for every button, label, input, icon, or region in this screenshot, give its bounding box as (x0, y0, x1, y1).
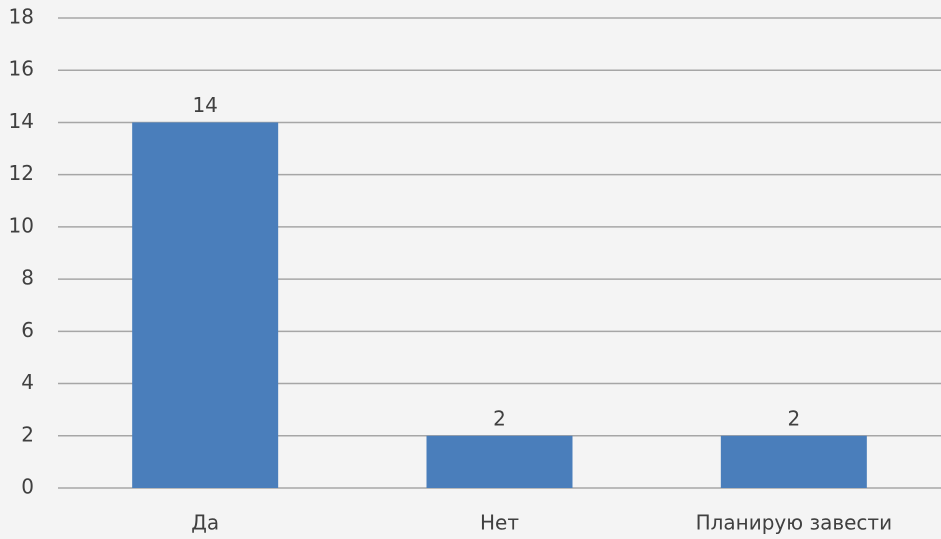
value-label: 14 (192, 93, 217, 117)
y-tick-label: 14 (9, 109, 34, 133)
x-tick-label: Нет (480, 511, 519, 535)
y-tick-label: 8 (21, 266, 34, 290)
y-tick-label: 0 (21, 475, 34, 499)
y-tick-label: 6 (21, 318, 34, 342)
x-tick-label: Планирую завести (696, 511, 893, 535)
y-tick-label: 18 (9, 5, 34, 29)
y-tick-label: 16 (9, 57, 34, 81)
bar (720, 435, 867, 488)
y-tick-label: 12 (9, 161, 34, 185)
y-tick-label: 4 (21, 370, 34, 394)
bar (426, 435, 573, 488)
value-label: 2 (787, 406, 800, 430)
x-tick-label: Да (191, 511, 219, 535)
bar (132, 122, 279, 488)
y-tick-label: 2 (21, 422, 34, 446)
y-tick-label: 10 (9, 213, 34, 237)
value-label: 2 (493, 406, 506, 430)
